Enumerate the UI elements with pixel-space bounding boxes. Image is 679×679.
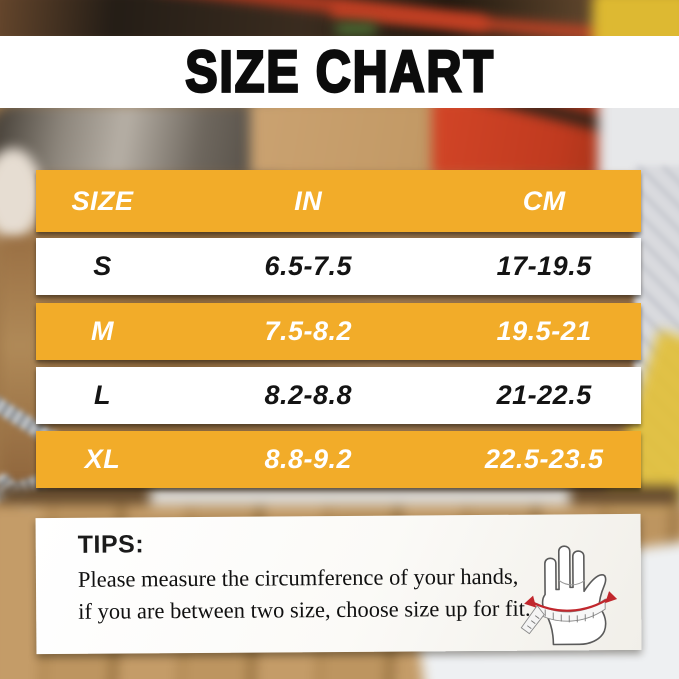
title-band: SIZE CHART: [0, 36, 679, 108]
in-cell: 8.8-9.2: [264, 444, 353, 474]
bg-level-vial: [335, 24, 377, 34]
tips-card: TIPS: Please measure the circumference o…: [35, 513, 642, 655]
in-cell: 6.5-7.5: [264, 251, 353, 281]
in-cell: 8.2-8.8: [264, 380, 353, 410]
cm-cell: 22.5-23.5: [484, 444, 604, 474]
cm-cell: 21-22.5: [496, 380, 592, 410]
in-cell: 7.5-8.2: [264, 316, 353, 346]
tips-body: Please measure the circumference of your…: [77, 563, 531, 624]
header-cm: CM: [522, 185, 566, 216]
cm-cell: 17-19.5: [496, 251, 592, 281]
table-row-s: S 6.5-7.5 17-19.5: [36, 238, 641, 295]
header-in: IN: [294, 185, 323, 216]
table-row-l: L 8.2-8.8 21-22.5: [36, 367, 641, 424]
hand-measurement-icon: [515, 518, 630, 647]
table-row-m: M 7.5-8.2 19.5-21: [36, 303, 641, 360]
cm-cell: 19.5-21: [496, 316, 592, 346]
size-cell: XL: [84, 444, 121, 474]
bg-wrench: [0, 104, 288, 176]
table-row-xl: XL 8.8-9.2 22.5-23.5: [36, 431, 641, 488]
tips-heading: TIPS:: [77, 530, 145, 559]
page-title: SIZE CHART: [184, 38, 495, 106]
table-header-row: SIZE IN CM: [36, 170, 641, 232]
header-size: SIZE: [71, 185, 134, 216]
bg-wood: [0, 238, 40, 508]
size-cell: L: [94, 380, 112, 410]
bg-blueprint-paper: [598, 94, 679, 180]
size-cell: S: [93, 251, 112, 281]
size-cell: M: [91, 316, 115, 346]
